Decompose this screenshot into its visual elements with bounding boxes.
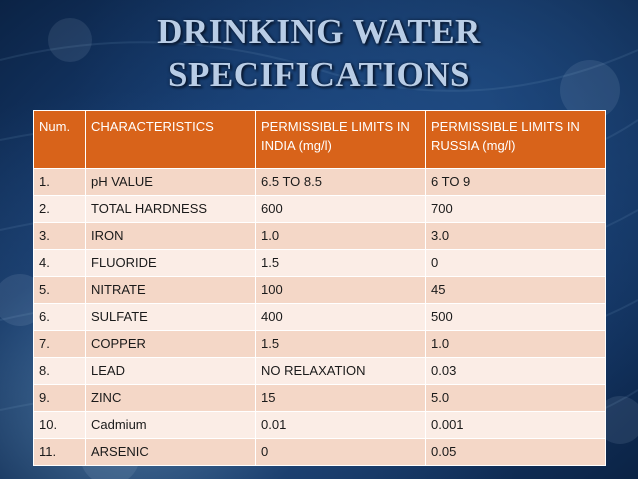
cell-india-limit: NO RELAXATION: [255, 357, 426, 385]
cell-characteristic: TOTAL HARDNESS: [85, 195, 256, 223]
cell-india-limit: 1.5: [255, 330, 426, 358]
table-row: 9. ZINC 15 5.0: [33, 384, 606, 412]
table-row: 10. Cadmium 0.01 0.001: [33, 411, 606, 439]
cell-num: 2.: [33, 195, 86, 223]
header-num: Num.: [33, 110, 86, 169]
cell-russia-limit: 3.0: [425, 222, 606, 250]
cell-characteristic: COPPER: [85, 330, 256, 358]
table-row: 2. TOTAL HARDNESS 600 700: [33, 195, 606, 223]
cell-russia-limit: 700: [425, 195, 606, 223]
cell-num: 11.: [33, 438, 86, 466]
table-row: 4. FLUORIDE 1.5 0: [33, 249, 606, 277]
cell-num: 4.: [33, 249, 86, 277]
table-row: 3. IRON 1.0 3.0: [33, 222, 606, 250]
table-row: 6. SULFATE 400 500: [33, 303, 606, 331]
cell-num: 1.: [33, 168, 86, 196]
cell-russia-limit: 0: [425, 249, 606, 277]
cell-characteristic: ZINC: [85, 384, 256, 412]
table-row: 11. ARSENIC 0 0.05: [33, 438, 606, 466]
cell-characteristic: IRON: [85, 222, 256, 250]
cell-india-limit: 0.01: [255, 411, 426, 439]
cell-india-limit: 6.5 TO 8.5: [255, 168, 426, 196]
cell-russia-limit: 0.05: [425, 438, 606, 466]
cell-russia-limit: 45: [425, 276, 606, 304]
title-line-1: DRINKING WATER: [157, 12, 481, 51]
title-line-2: SPECIFICATIONS: [168, 55, 470, 94]
cell-russia-limit: 0.03: [425, 357, 606, 385]
cell-india-limit: 400: [255, 303, 426, 331]
table-row: 7. COPPER 1.5 1.0: [33, 330, 606, 358]
cell-characteristic: LEAD: [85, 357, 256, 385]
header-limits-india: PERMISSIBLE LIMITS IN INDIA (mg/l): [255, 110, 426, 169]
cell-num: 9.: [33, 384, 86, 412]
header-characteristics: CHARACTERISTICS: [85, 110, 256, 169]
cell-characteristic: NITRATE: [85, 276, 256, 304]
cell-num: 7.: [33, 330, 86, 358]
cell-characteristic: Cadmium: [85, 411, 256, 439]
cell-num: 6.: [33, 303, 86, 331]
cell-india-limit: 600: [255, 195, 426, 223]
header-limits-russia: PERMISSIBLE LIMITS IN RUSSIA (mg/l): [425, 110, 606, 169]
cell-characteristic: ARSENIC: [85, 438, 256, 466]
cell-india-limit: 0: [255, 438, 426, 466]
cell-num: 8.: [33, 357, 86, 385]
cell-india-limit: 1.5: [255, 249, 426, 277]
cell-num: 10.: [33, 411, 86, 439]
table-row: 8. LEAD NO RELAXATION 0.03: [33, 357, 606, 385]
cell-russia-limit: 1.0: [425, 330, 606, 358]
table-row: 1. pH VALUE 6.5 TO 8.5 6 TO 9: [33, 168, 606, 196]
cell-characteristic: pH VALUE: [85, 168, 256, 196]
cell-russia-limit: 6 TO 9: [425, 168, 606, 196]
cell-num: 5.: [33, 276, 86, 304]
cell-num: 3.: [33, 222, 86, 250]
cell-india-limit: 100: [255, 276, 426, 304]
cell-russia-limit: 500: [425, 303, 606, 331]
table-row: 5. NITRATE 100 45: [33, 276, 606, 304]
cell-india-limit: 1.0: [255, 222, 426, 250]
cell-russia-limit: 5.0: [425, 384, 606, 412]
slide-title: DRINKING WATER SPECIFICATIONS: [0, 10, 638, 96]
cell-russia-limit: 0.001: [425, 411, 606, 439]
cell-characteristic: FLUORIDE: [85, 249, 256, 277]
water-specifications-table: Num. CHARACTERISTICS PERMISSIBLE LIMITS …: [33, 110, 606, 466]
cell-characteristic: SULFATE: [85, 303, 256, 331]
table-header-row: Num. CHARACTERISTICS PERMISSIBLE LIMITS …: [33, 110, 606, 169]
cell-india-limit: 15: [255, 384, 426, 412]
